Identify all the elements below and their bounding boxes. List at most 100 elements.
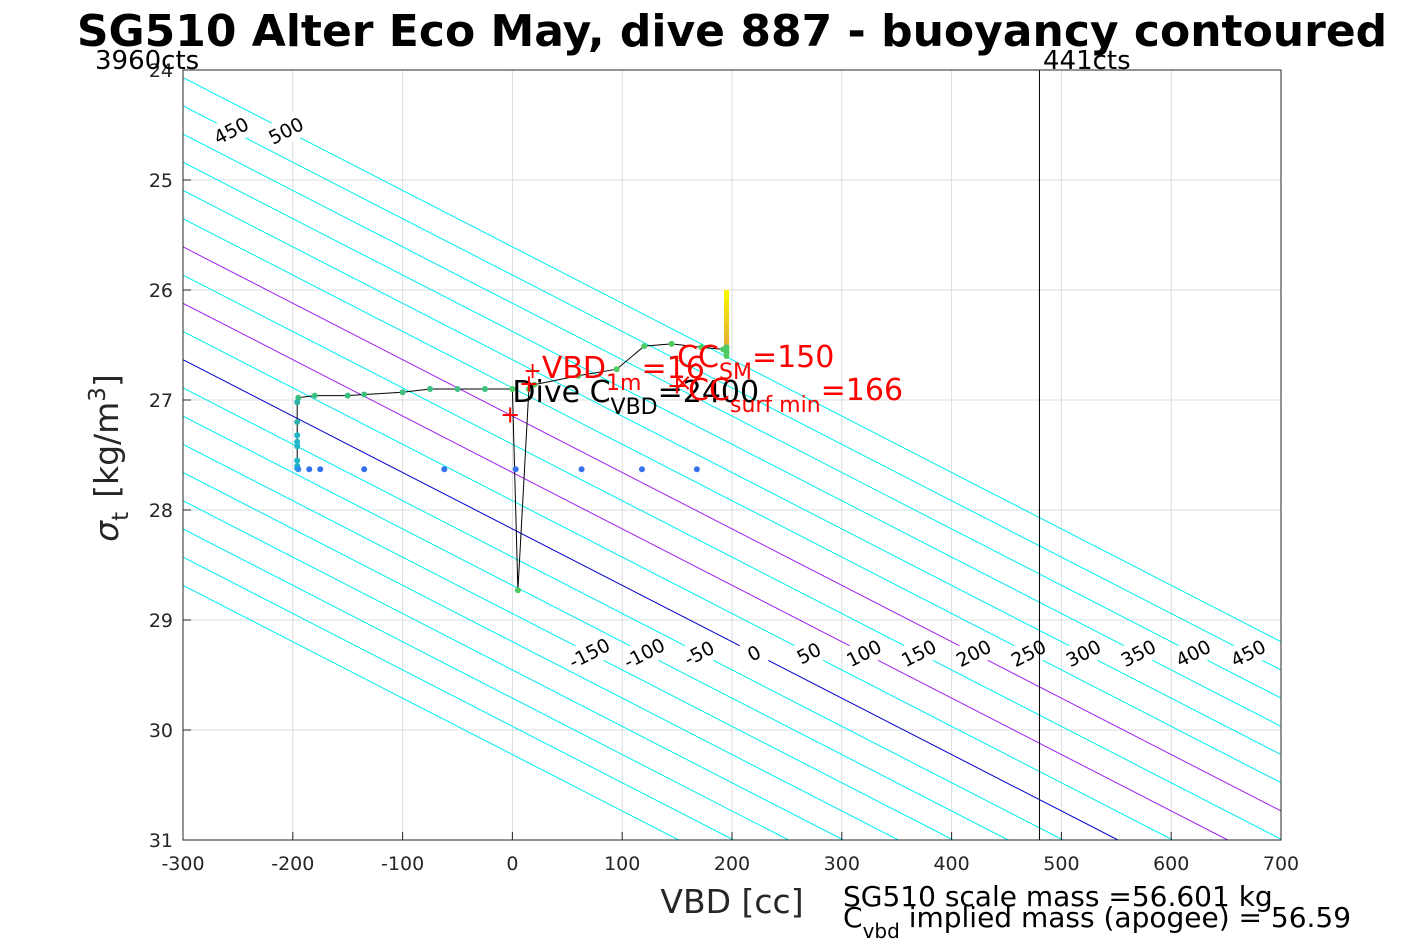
dive-data-point xyxy=(294,443,301,450)
contour-label-bg xyxy=(841,633,886,673)
dive-data-point xyxy=(512,466,519,473)
contour-line xyxy=(183,359,1119,840)
contour-line xyxy=(183,387,1064,840)
y-tick-label: 31 xyxy=(149,830,173,852)
surface-color-bar xyxy=(724,290,730,356)
annotation-main: CC xyxy=(677,340,719,375)
marker-symbol: + xyxy=(667,372,687,400)
dive-series xyxy=(294,290,730,594)
contour-line xyxy=(183,302,1228,840)
y-tick-label: 27 xyxy=(149,390,173,412)
x-tick-label: 600 xyxy=(1153,853,1189,875)
dive-data-point xyxy=(509,386,516,392)
contour-line xyxy=(183,443,954,840)
x-tick-label: 500 xyxy=(1043,853,1079,875)
y-tick-label: 29 xyxy=(149,610,173,632)
contour-line xyxy=(183,246,1281,812)
dive-data-point xyxy=(638,466,645,473)
x-tick-label: 300 xyxy=(824,853,860,875)
x-axis-label: VBD [cc] xyxy=(660,882,803,921)
annotation-main: CC xyxy=(688,373,730,408)
y-tick-label: 25 xyxy=(149,170,173,192)
dive-data-point xyxy=(613,366,620,373)
dive-data-point xyxy=(427,386,434,392)
annotation-main: Dive C xyxy=(512,375,610,410)
contour-line xyxy=(183,471,899,840)
annotation-text: CCsurf min=166 xyxy=(688,373,903,418)
y-tick-label: 30 xyxy=(149,720,173,742)
contour-line xyxy=(183,133,1281,699)
contour-label-bg xyxy=(732,633,776,673)
contour-label-bg xyxy=(1116,633,1161,673)
dive-data-point xyxy=(294,399,301,406)
contour-label-bg xyxy=(1061,633,1106,673)
annotation-main: VBD xyxy=(542,351,606,386)
x-tick-label: -100 xyxy=(381,853,424,875)
annotation-sub: surf min xyxy=(730,393,821,418)
chart-title: SG510 Alter Eco May, dive 887 - buoyancy… xyxy=(77,6,1387,57)
annotation-sub: 1m xyxy=(606,371,641,396)
dive-data-point xyxy=(294,419,301,425)
dive-data-point xyxy=(481,386,488,392)
annotation-text: Dive CVBD=2400 xyxy=(512,375,759,420)
contour-line xyxy=(183,189,1281,756)
x-tick-label: 700 xyxy=(1263,853,1299,875)
contour-line xyxy=(183,218,1281,784)
contour-label-bg xyxy=(1226,633,1271,673)
dive-data-point xyxy=(361,466,368,473)
dive-data-point xyxy=(399,389,406,396)
dive-data-point xyxy=(668,340,675,347)
marker-symbol: × xyxy=(673,368,693,396)
marker-symbol: + xyxy=(500,400,520,428)
y-axis-label: σt [kg/m3] xyxy=(85,374,134,542)
y-axis-label-sup: 3 xyxy=(85,387,111,402)
annotation-sub: SM xyxy=(719,360,752,385)
svg-text:σt[kg/m3]: σt [kg/m3] xyxy=(85,374,134,542)
x-tick-label: 0 xyxy=(506,853,518,875)
footer-implied-mass: Cvbd implied mass (apogee) = 56.59 xyxy=(843,901,1351,943)
contour-line xyxy=(183,528,789,840)
dive-data-point xyxy=(693,466,700,473)
axis-ticks: -300 -200 -100 0 100 200 300 400 500 600 700 24 25 26… xyxy=(149,60,1299,875)
x-tick-label: 200 xyxy=(714,853,750,875)
dive-data-point xyxy=(720,346,727,353)
dive-data-point xyxy=(294,457,301,464)
dive-data-point xyxy=(311,392,318,399)
footer-implied-mass-sub: vbd xyxy=(863,919,900,943)
contour-label-bg xyxy=(622,633,667,673)
marker-symbol: + xyxy=(519,370,539,398)
contour-line xyxy=(183,274,1281,840)
contour-label-bg xyxy=(786,633,831,673)
contour-label-bg xyxy=(677,633,722,673)
x-tick-label: 400 xyxy=(933,853,969,875)
x-tick-label: 100 xyxy=(604,853,640,875)
y-axis-label-sub: t xyxy=(108,512,134,521)
dive-data-point xyxy=(698,344,705,351)
dive-data-point xyxy=(344,392,351,399)
contour-label-bg xyxy=(951,633,996,673)
contour-line xyxy=(183,330,1174,840)
contour-label-bg xyxy=(209,110,253,151)
footer-scale-mass: SG510 scale mass =56.601 kg xyxy=(843,880,1273,913)
y-axis-label-close: ] xyxy=(87,374,126,387)
contour-line xyxy=(183,584,679,840)
contour-line xyxy=(183,500,844,840)
contour-line xyxy=(183,415,1009,840)
annotation-text: +VBD1m=16 xyxy=(523,351,704,396)
dive-data-point xyxy=(531,381,538,388)
dive-data-point xyxy=(525,386,532,392)
contour-label-bg xyxy=(263,110,308,151)
x-tick-label: -300 xyxy=(161,853,204,875)
dive-data-point xyxy=(641,343,648,350)
contour-line xyxy=(183,77,1281,643)
dive-data-point xyxy=(317,466,324,473)
dive-data-point xyxy=(361,391,368,398)
contour-label-bg xyxy=(567,633,612,673)
buoyancy-contours xyxy=(183,77,1281,840)
dive-data-point xyxy=(454,386,461,392)
contour-line xyxy=(183,161,1281,727)
dive-data-point xyxy=(575,372,582,379)
dive-data-point xyxy=(441,466,448,473)
